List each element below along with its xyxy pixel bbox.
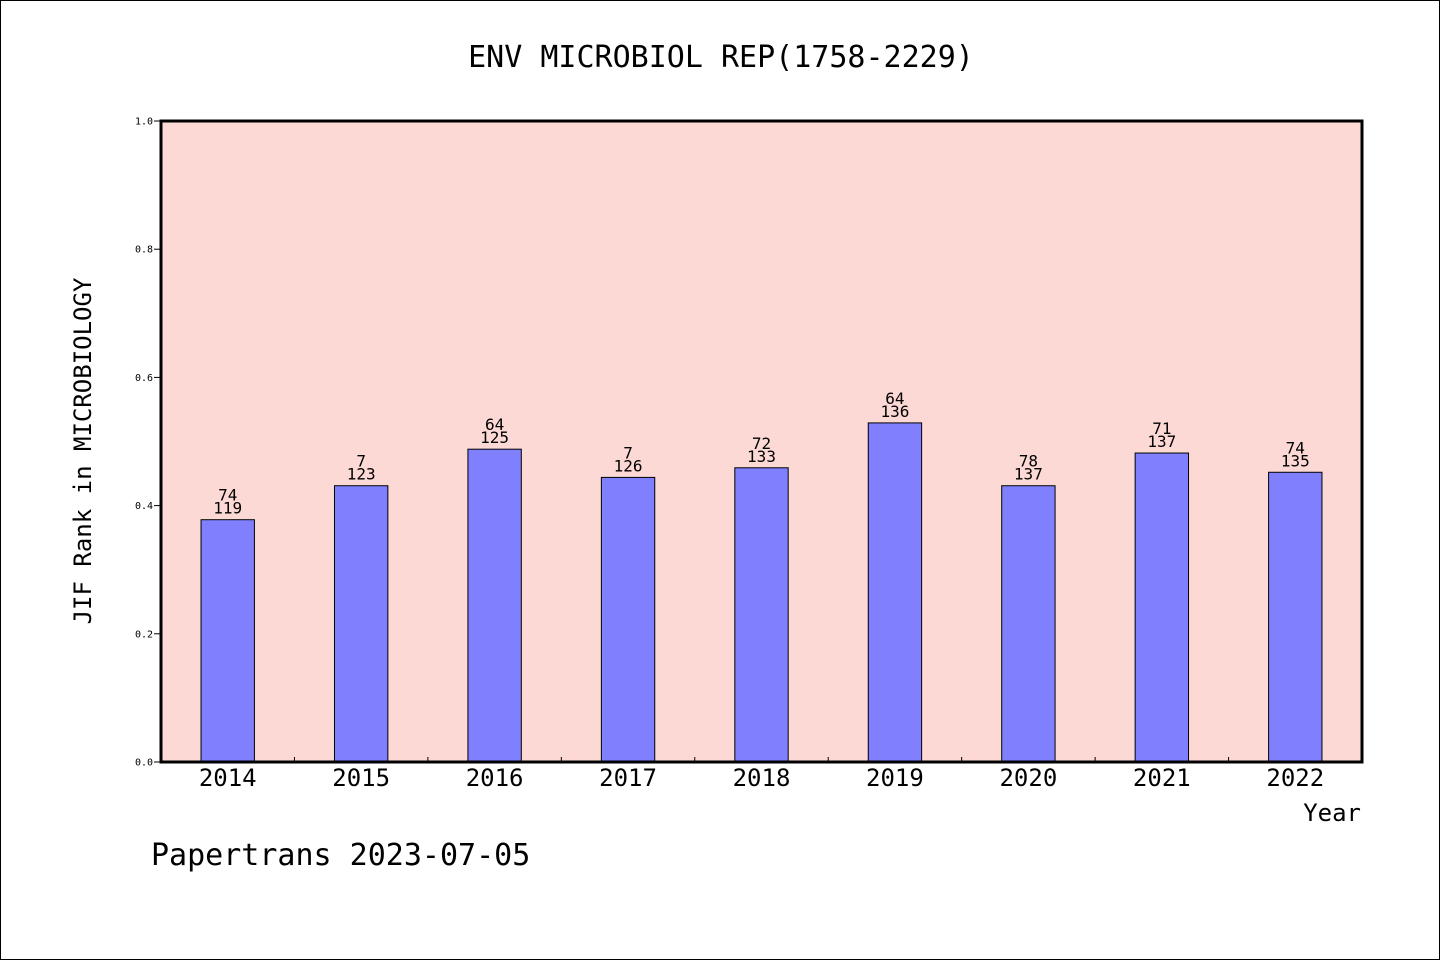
bar-series <box>200 422 1323 763</box>
bar-2015 <box>333 485 389 763</box>
bar-rank-label: 74 <box>218 486 237 505</box>
footer-credit: Papertrans 2023-07-05 <box>151 838 530 873</box>
bar-rank-label: 64 <box>885 389 904 408</box>
y-tick-label: 1.0 <box>135 117 153 128</box>
bar-2021 <box>1134 452 1190 763</box>
bar-rank-label: 7 <box>356 452 366 471</box>
x-tick-label: 2014 <box>199 764 257 792</box>
x-tick-label: 2020 <box>999 764 1057 792</box>
bar-2014 <box>200 519 255 763</box>
bar-rank-label: 64 <box>485 415 504 434</box>
bar-total-label: 135 <box>1281 451 1310 470</box>
x-tick-label: 2015 <box>332 764 390 792</box>
y-axis: 0.0 0.2 0.4 0.6 0.8 1.0 <box>135 117 161 769</box>
bar-total-label: 137 <box>1147 432 1176 451</box>
bar-2017 <box>600 476 656 763</box>
bar-2020 <box>1001 485 1056 763</box>
x-tick-label: 2016 <box>466 764 524 792</box>
bar-total-label: 123 <box>347 465 376 484</box>
bar-total-label: 137 <box>1014 465 1043 484</box>
bar-rank-label: 7 <box>623 443 633 462</box>
x-axis-title: Year <box>1303 799 1361 827</box>
y-axis-title: JIF Rank in MICROBIOLOGY <box>69 277 97 624</box>
plot-border <box>159 119 1364 764</box>
bar-rank-label: 74 <box>1286 438 1305 457</box>
y-tick-label: 0.0 <box>135 758 153 769</box>
bar-total-label: 133 <box>747 447 776 466</box>
bar-total-label: 126 <box>614 456 643 475</box>
bar-rank-label: 78 <box>1019 452 1038 471</box>
x-tick-label: 2019 <box>866 764 924 792</box>
bar-rank-label: 71 <box>1152 419 1171 438</box>
x-axis: 2014 2015 2016 2017 2018 2019 2020 2021 2022 <box>199 757 1324 792</box>
bar-2022 <box>1268 471 1323 763</box>
x-tick-label: 2022 <box>1266 764 1324 792</box>
x-tick-label: 2017 <box>599 764 657 792</box>
bar-2018 <box>734 467 789 763</box>
bar-2016 <box>467 448 522 763</box>
bar-total-label: 136 <box>880 402 909 421</box>
bar-total-label: 119 <box>213 499 242 518</box>
bar-2019 <box>867 422 923 763</box>
y-tick-label: 0.8 <box>135 245 153 256</box>
chart-title: ENV MICROBIOL REP(1758-2229) <box>468 40 974 75</box>
bar-rank-label: 72 <box>752 434 771 453</box>
x-tick-label: 2021 <box>1133 764 1191 792</box>
x-tick-label: 2018 <box>733 764 791 792</box>
y-tick-label: 0.4 <box>135 501 153 512</box>
y-tick-label: 0.2 <box>135 629 153 640</box>
bar-total-label: 125 <box>480 428 509 447</box>
y-tick-label: 0.6 <box>135 373 153 384</box>
